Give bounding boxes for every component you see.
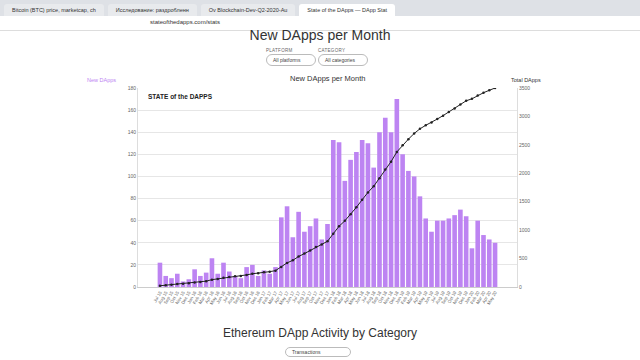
svg-text:Nov 17: Nov 17 (313, 290, 325, 305)
svg-text:Feb 20: Feb 20 (469, 290, 481, 305)
svg-text:120: 120 (128, 151, 137, 157)
svg-text:May 20: May 20 (486, 290, 498, 306)
svg-text:Total DApps: Total DApps (511, 77, 541, 83)
svg-text:Oct 15: Oct 15 (169, 290, 180, 304)
svg-text:Sep 19: Sep 19 (440, 290, 452, 305)
svg-text:0: 0 (133, 284, 136, 290)
html-text:State of the DApps — DApp Stat: State of the DApps — DApp Stat (307, 7, 388, 13)
svg-text:Feb 17: Feb 17 (261, 290, 273, 305)
svg-text:Nov 15: Nov 15 (174, 290, 186, 305)
svg-text:Mar 20: Mar 20 (475, 290, 487, 305)
svg-text:Sep 16: Sep 16 (232, 290, 244, 305)
svg-text:Jun 17: Jun 17 (285, 290, 296, 305)
svg-text:60: 60 (130, 217, 136, 223)
html-text:All categories: All categories (325, 57, 355, 63)
html-text:New DApps per Month: New DApps per Month (249, 27, 391, 43)
svg-text:Aug 16: Aug 16 (226, 290, 238, 305)
svg-text:2000: 2000 (519, 170, 530, 176)
svg-text:Jan 18: Jan 18 (325, 290, 336, 305)
svg-text:Jan 19: Jan 19 (394, 290, 405, 305)
svg-text:180: 180 (128, 85, 137, 91)
svg-text:Mar 18: Mar 18 (336, 290, 348, 305)
svg-text:Jun 16: Jun 16 (215, 290, 226, 305)
svg-text:1000: 1000 (519, 227, 530, 233)
html-text:Bitcoin (BTC) price, marketcap: Bitcoin (BTC) price, marketcap, ch (12, 7, 96, 13)
svg-text:Sep 17: Sep 17 (302, 290, 314, 305)
svg-text:80: 80 (130, 195, 136, 201)
svg-text:Mar 16: Mar 16 (198, 290, 210, 305)
svg-text:Jul 15: Jul 15 (152, 290, 163, 303)
svg-text:May 19: May 19 (417, 290, 429, 306)
svg-text:Oct 16: Oct 16 (238, 290, 249, 304)
html-text:Исследование: раздробленн: Исследование: раздробленн (115, 7, 189, 13)
svg-text:Aug 19: Aug 19 (434, 290, 446, 305)
svg-text:Oct 17: Oct 17 (308, 290, 319, 304)
svg-text:Feb 16: Feb 16 (192, 290, 204, 305)
svg-text:Jul 17: Jul 17 (291, 290, 302, 303)
svg-text:Jul 18: Jul 18 (360, 290, 371, 303)
svg-text:May 16: May 16 (209, 290, 221, 306)
svg-text:Apr 20: Apr 20 (481, 290, 492, 304)
svg-text:3500: 3500 (519, 85, 530, 91)
svg-text:160: 160 (128, 107, 137, 113)
svg-text:Feb 18: Feb 18 (331, 290, 343, 305)
html-text:Ov Blockchain-Dev-Q2-2020-Au: Ov Blockchain-Dev-Q2-2020-Au (208, 7, 288, 13)
svg-text:20: 20 (130, 262, 136, 268)
svg-text:500: 500 (519, 255, 528, 261)
svg-text:Nov 18: Nov 18 (382, 290, 394, 305)
svg-text:Jan 20: Jan 20 (464, 290, 475, 305)
svg-text:Aug 17: Aug 17 (296, 290, 308, 305)
svg-text:Dec 15: Dec 15 (180, 290, 192, 305)
svg-text:Jul 19: Jul 19 (430, 290, 441, 303)
html-text:All platforms: All platforms (273, 57, 301, 63)
svg-text:Oct 18: Oct 18 (377, 290, 388, 304)
svg-text:2500: 2500 (519, 142, 530, 148)
svg-text:Jan 17: Jan 17 (256, 290, 267, 305)
svg-text:Aug 15: Aug 15 (157, 290, 169, 305)
svg-text:Apr 16: Apr 16 (204, 290, 215, 304)
svg-text:1500: 1500 (519, 198, 530, 204)
svg-text:May 18: May 18 (347, 290, 359, 306)
svg-text:Sep 15: Sep 15 (163, 290, 175, 305)
html-text:CATEGORY: CATEGORY (318, 48, 346, 53)
svg-text:Aug 18: Aug 18 (365, 290, 377, 305)
svg-text:Dec 16: Dec 16 (250, 290, 262, 305)
html-text:Transactions: Transactions (292, 349, 321, 355)
svg-text:40: 40 (130, 240, 136, 246)
svg-text:Apr 18: Apr 18 (342, 290, 353, 304)
svg-text:Nov 16: Nov 16 (244, 290, 256, 305)
svg-text:Jun 18: Jun 18 (354, 290, 365, 305)
svg-text:STATE of the DAPPS: STATE of the DAPPS (148, 93, 213, 100)
html-text:Ethereum DApp Activity by Cate: Ethereum DApp Activity by Category (223, 326, 417, 340)
svg-text:3000: 3000 (519, 113, 530, 119)
svg-text:Nov 19: Nov 19 (452, 290, 464, 305)
svg-text:Mar 19: Mar 19 (406, 290, 418, 305)
svg-text:May 17: May 17 (278, 290, 290, 306)
svg-text:New DApps: New DApps (87, 77, 116, 83)
svg-text:Sep 18: Sep 18 (371, 290, 383, 305)
svg-text:Apr 17: Apr 17 (273, 290, 284, 304)
svg-text:Feb 19: Feb 19 (400, 290, 412, 305)
svg-text:100: 100 (128, 173, 137, 179)
svg-text:New DApps per Month: New DApps per Month (290, 74, 365, 83)
html-text:stateofthedapps.com/stats: stateofthedapps.com/stats (150, 19, 220, 25)
svg-text:Dec 19: Dec 19 (458, 290, 470, 305)
svg-text:0: 0 (519, 284, 522, 290)
svg-text:Mar 17: Mar 17 (267, 290, 279, 305)
svg-text:Jul 16: Jul 16 (222, 290, 233, 303)
svg-text:Apr 19: Apr 19 (412, 290, 423, 304)
svg-text:140: 140 (128, 129, 137, 135)
html-text:PLATFORM: PLATFORM (266, 48, 293, 53)
svg-text:Dec 17: Dec 17 (319, 290, 331, 305)
svg-text:Jan 16: Jan 16 (186, 290, 197, 305)
svg-text:Oct 19: Oct 19 (446, 290, 457, 304)
svg-text:Dec 18: Dec 18 (388, 290, 400, 305)
svg-text:Jun 19: Jun 19 (423, 290, 434, 305)
